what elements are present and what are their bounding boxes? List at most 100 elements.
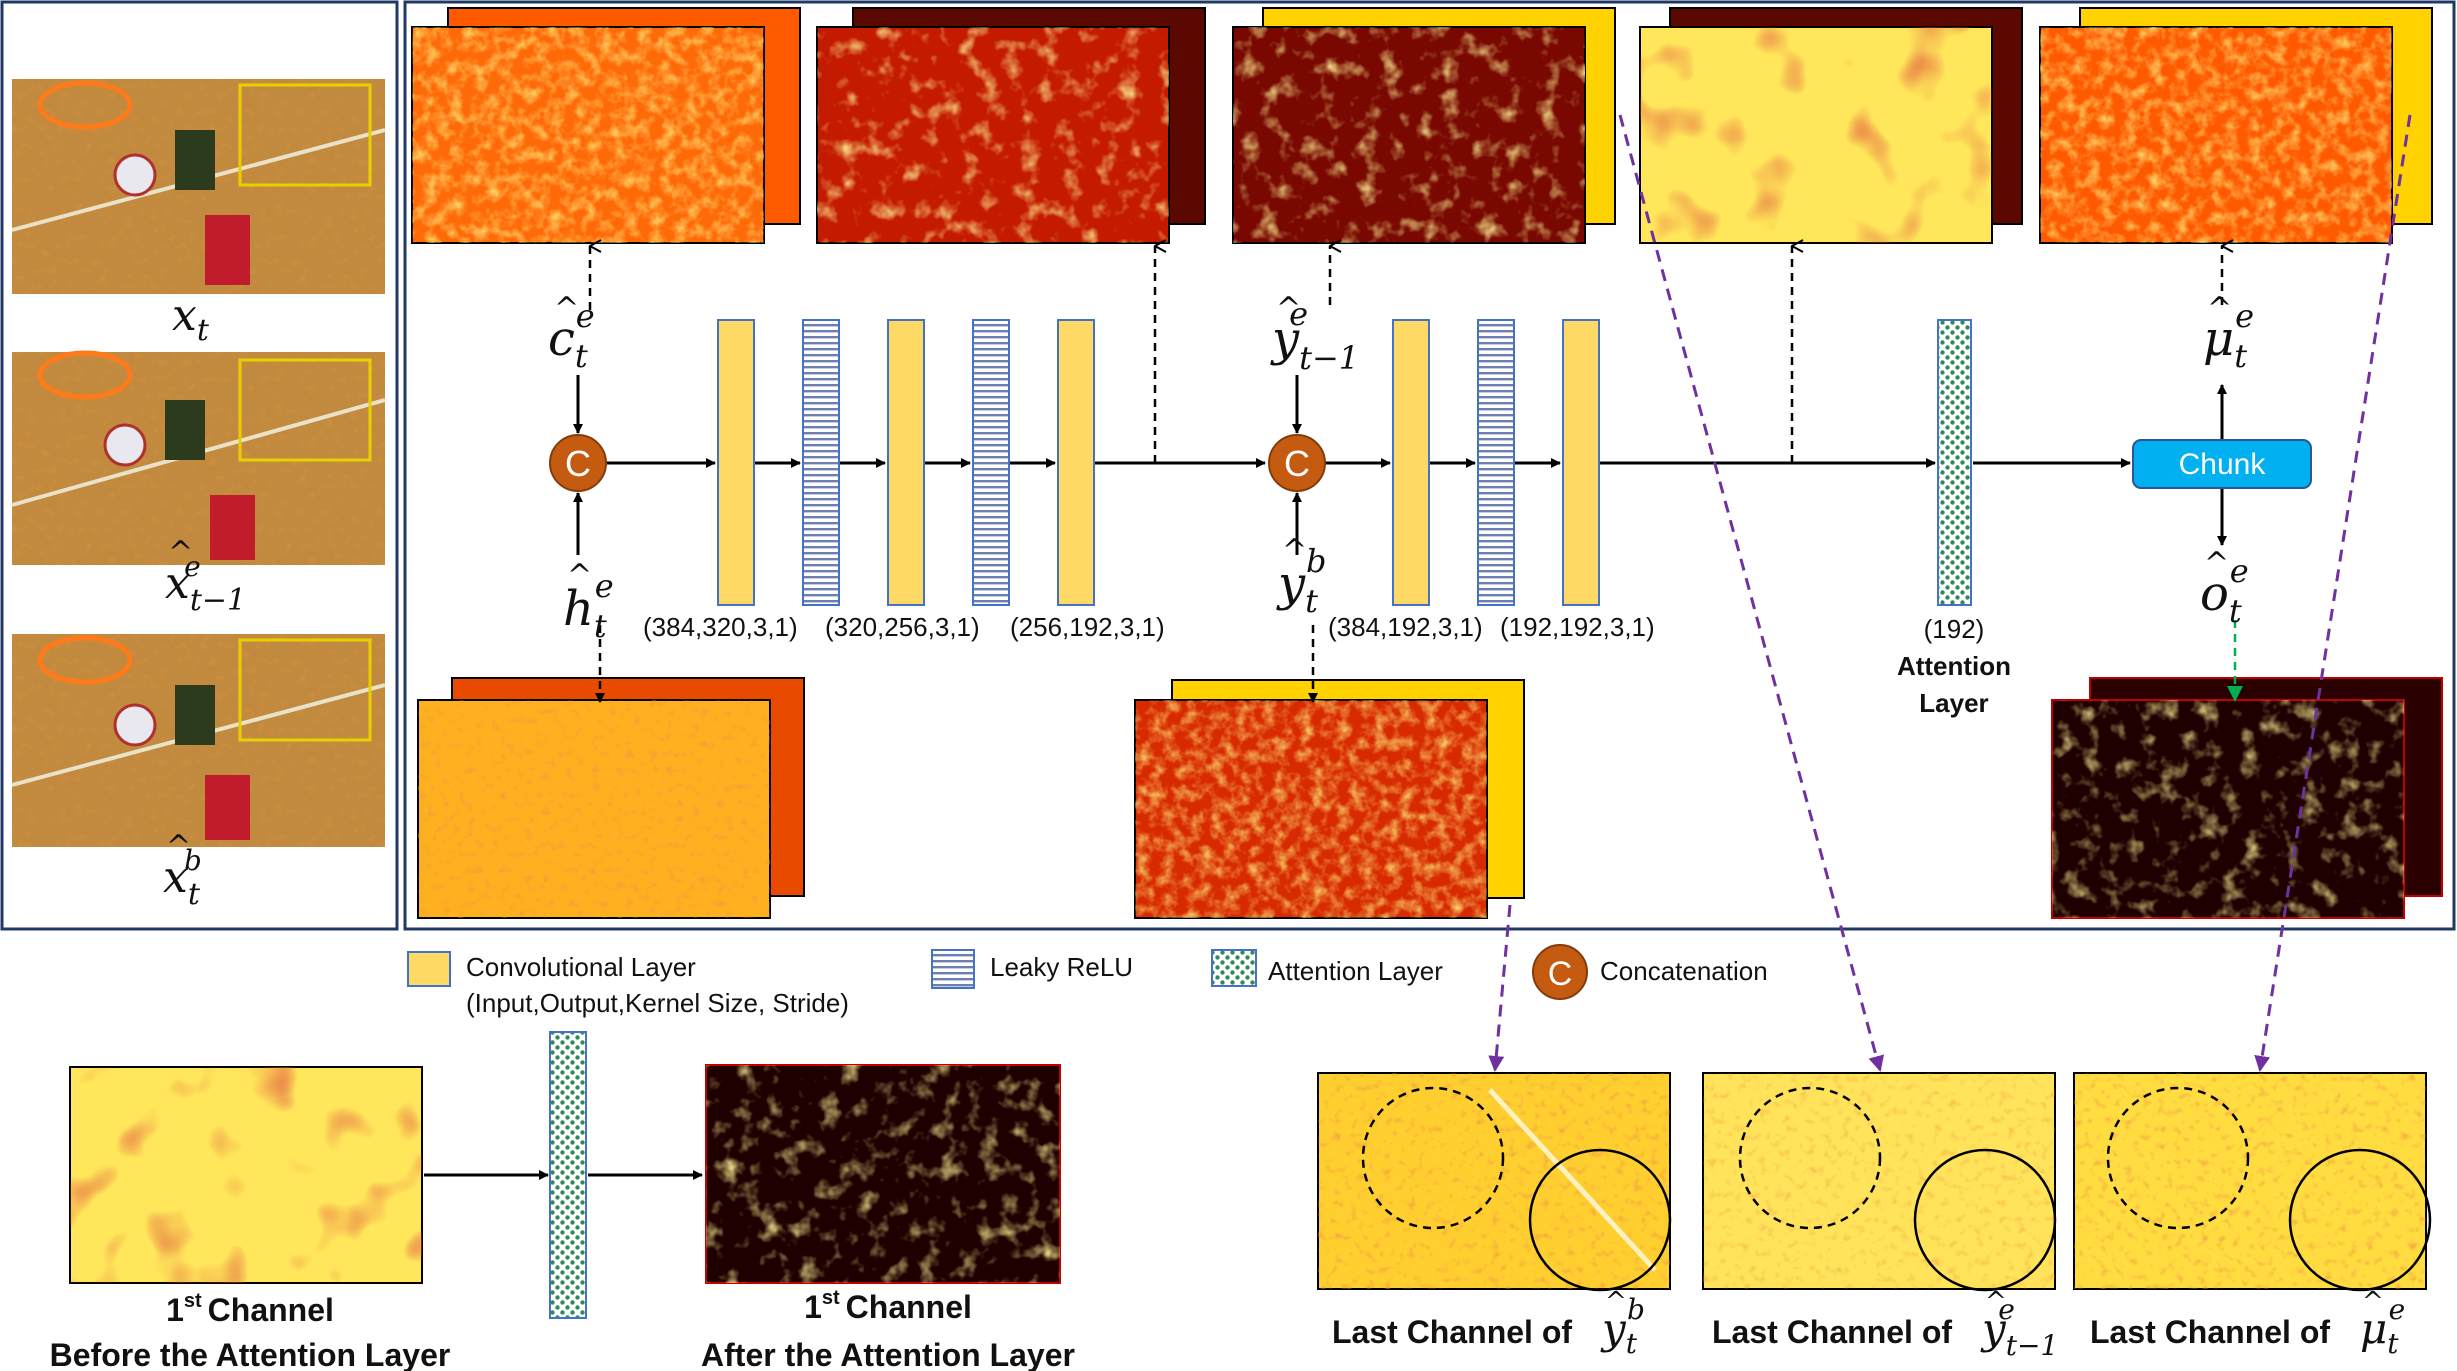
legend-concat-swatch <box>1532 944 1588 1000</box>
legend-attention-swatch <box>1211 949 1257 987</box>
svg-text:^: ^ <box>567 558 592 593</box>
after-attention-map <box>705 1064 1061 1284</box>
attention-layer <box>1937 319 1972 606</box>
leaky-relu-1 <box>802 319 840 606</box>
frame-caption-2: xt−1e ^ <box>165 535 246 618</box>
symbol-y-b: ytb ^ <box>1276 533 1326 620</box>
svg-text:^: ^ <box>2204 546 2229 581</box>
purple-link-arrows <box>1488 114 2412 1072</box>
frame-x-t <box>11 79 386 294</box>
svg-text:^: ^ <box>2362 1287 2384 1317</box>
svg-text:^: ^ <box>1985 1287 2007 1317</box>
svg-text:After the Attention Layer: After the Attention Layer <box>701 1337 1075 1371</box>
svg-text:Last Channel of: Last Channel of <box>1712 1314 1952 1350</box>
svg-text:cte: cte <box>548 297 595 375</box>
legend: Convolutional Layer (Input,Output,Kernel… <box>407 944 1768 1018</box>
network-panel <box>403 0 2456 931</box>
caption-last-mu: Last Channel of μte ^ <box>2090 1287 2405 1360</box>
attention-layer-illustration <box>549 1031 587 1319</box>
legend-conv-label: Convolutional Layer <box>466 952 696 982</box>
conv-layer-1 <box>717 319 755 606</box>
conv-layer-4 <box>1392 319 1430 606</box>
feature-map-mu <box>2039 7 2433 244</box>
symbol-o: ote ^ <box>2200 546 2249 630</box>
concat-inputs <box>573 375 2227 555</box>
attention-caption-1: Attention <box>1897 651 2011 681</box>
svg-text:^: ^ <box>1282 533 1307 568</box>
svg-text:μte: μte <box>2203 297 2254 375</box>
frame-x-hat-t-minus-1 <box>11 350 386 565</box>
frame-caption-1: xt <box>172 290 210 348</box>
svg-text:yt−1e: yt−1e <box>1270 295 1359 377</box>
feature-map-c-hat <box>411 7 801 244</box>
svg-text:xtb: xtb <box>163 844 202 912</box>
frame-x-hat-t-b <box>11 634 386 847</box>
legend-conv-swatch <box>407 951 451 987</box>
feature-map-h-hat <box>417 677 805 919</box>
svg-text:^: ^ <box>2207 291 2232 326</box>
before-attention-map <box>69 1066 423 1284</box>
svg-text:Chunk: Chunk <box>2179 448 2267 481</box>
svg-text:^: ^ <box>168 535 193 570</box>
legend-concat-label: Concatenation <box>1600 956 1768 986</box>
svg-text:C: C <box>1284 443 1310 484</box>
conv-layer-5 <box>1562 319 1600 606</box>
symbol-c-hat: cte ^ <box>548 291 595 375</box>
param-conv5: (192,192,3,1) <box>1500 612 1655 642</box>
legend-concat-symbol: C <box>1548 955 1573 993</box>
legend-leaky-label: Leaky ReLU <box>990 952 1133 982</box>
param-conv1: (384,320,3,1) <box>643 612 798 642</box>
after-caption: 1st Channel After the Attention Layer <box>701 1287 1075 1371</box>
feature-map-o <box>2051 677 2443 919</box>
leaky-relu-3 <box>1477 319 1515 606</box>
svg-text:Before the Attention Layer: Before the Attention Layer <box>50 1337 451 1371</box>
conv-layer-2 <box>887 319 925 606</box>
svg-text:ote: ote <box>2200 552 2249 630</box>
param-conv4: (384,192,3,1) <box>1328 612 1483 642</box>
svg-text:^: ^ <box>1276 291 1301 326</box>
feature-map-y-b <box>1134 679 1525 919</box>
feature-map-block1-out <box>816 7 1206 244</box>
conv-layer-3 <box>1057 319 1095 606</box>
svg-text:Last Channel of: Last Channel of <box>1332 1314 1572 1350</box>
svg-text:^: ^ <box>554 291 579 326</box>
last-channel-y-b-map <box>1317 1072 1672 1292</box>
svg-text:xt: xt <box>172 290 210 348</box>
feature-map-block2-out <box>1639 7 2023 244</box>
legend-attention-label: Attention Layer <box>1268 956 1443 986</box>
caption-last-y-prev: Last Channel of yt−1e ^ <box>1712 1287 2058 1362</box>
svg-text:Last Channel of: Last Channel of <box>2090 1314 2330 1350</box>
frame-caption-3: xtb ^ <box>163 829 202 912</box>
last-channel-mu-map <box>2073 1072 2432 1292</box>
svg-text:^: ^ <box>166 829 191 864</box>
legend-leaky-swatch <box>931 949 975 989</box>
dashed-taps <box>588 246 2222 703</box>
feature-map-y-prev <box>1232 7 1616 244</box>
param-attention: (192) <box>1924 614 1985 644</box>
caption-last-y-b: Last Channel of ytb ^ <box>1332 1287 1645 1360</box>
svg-text:μte: μte <box>2360 1293 2405 1360</box>
symbol-mu: μte ^ <box>2203 291 2254 375</box>
svg-text:C: C <box>565 443 591 484</box>
before-caption: 1st Channel Before the Attention Layer <box>50 1290 451 1371</box>
svg-text:hte: hte <box>563 567 614 645</box>
chunk-block: Chunk <box>2132 439 2312 489</box>
legend-conv-sublabel: (Input,Output,Kernel Size, Stride) <box>466 988 849 1018</box>
concat-node-2: C <box>1268 434 1326 492</box>
svg-text:yt−1e: yt−1e <box>1980 1293 2058 1362</box>
last-channel-y-prev-map <box>1702 1072 2057 1292</box>
svg-text:ytb: ytb <box>1276 542 1326 620</box>
concat-node-1: C <box>549 434 607 492</box>
leaky-relu-2 <box>972 319 1010 606</box>
input-frames-panel <box>0 0 399 931</box>
svg-text:^: ^ <box>1605 1287 1627 1317</box>
attention-caption-2: Layer <box>1919 688 1988 718</box>
param-conv2: (320,256,3,1) <box>825 612 980 642</box>
param-conv3: (256,192,3,1) <box>1010 612 1165 642</box>
symbol-y-prev: yt−1e ^ <box>1270 291 1359 377</box>
symbol-h-hat: hte ^ <box>563 558 614 645</box>
svg-text:ytb: ytb <box>1600 1293 1645 1360</box>
